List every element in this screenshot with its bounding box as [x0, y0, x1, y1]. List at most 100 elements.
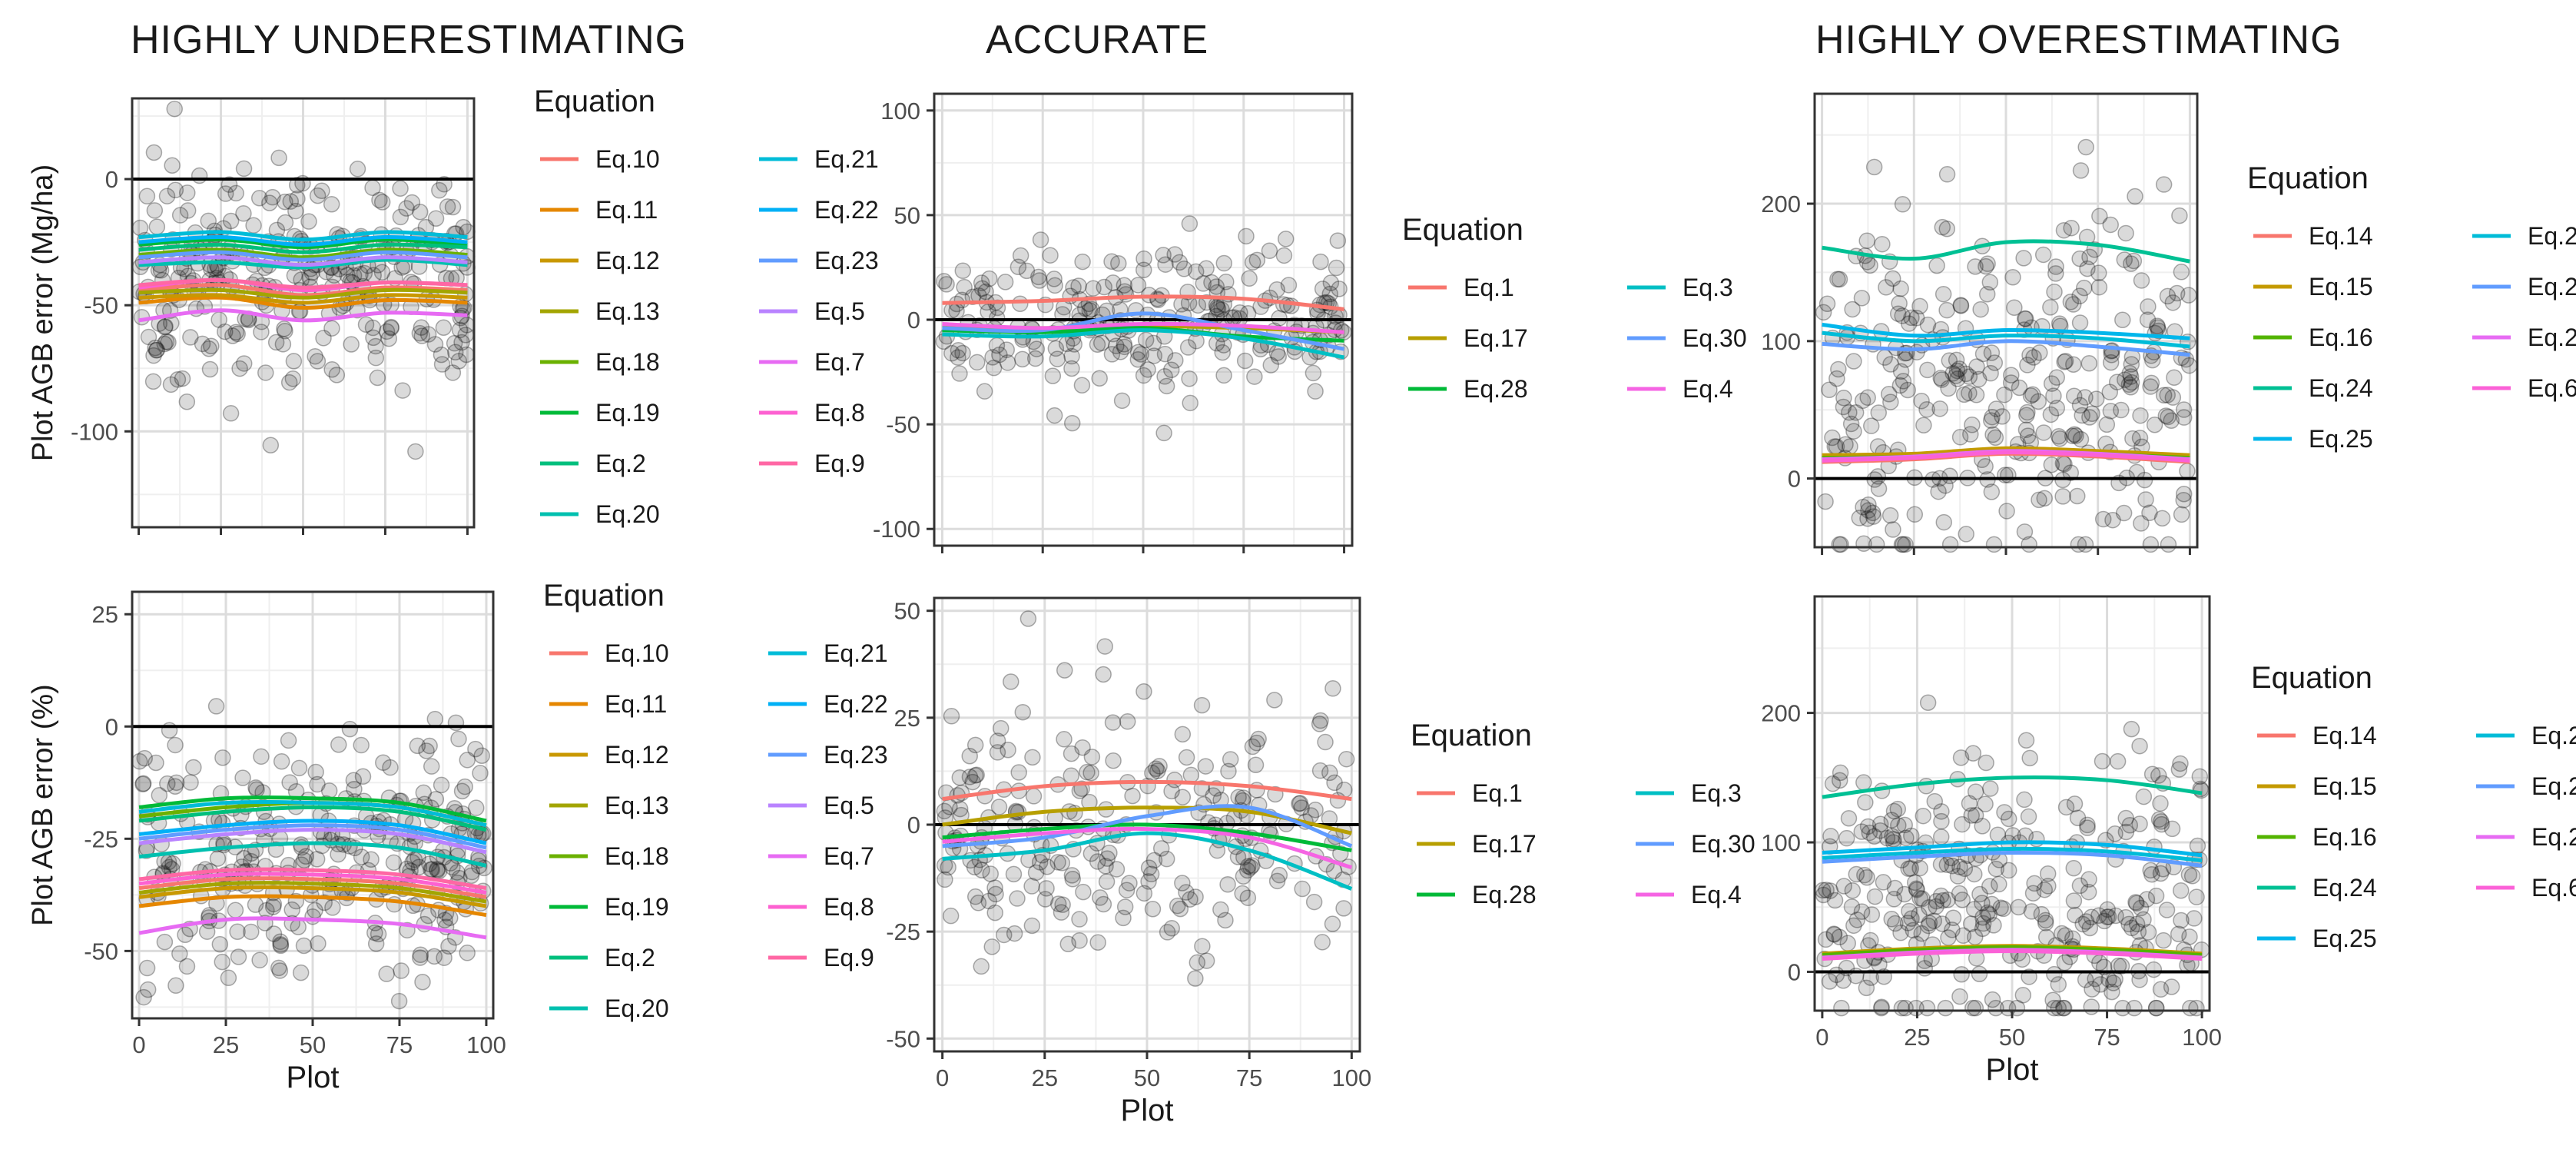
- scatter-point: [1853, 823, 1870, 840]
- scatter-point: [447, 714, 465, 732]
- scatter-point: [1862, 931, 1879, 949]
- scatter-point: [2076, 279, 2093, 297]
- scatter-point: [1095, 666, 1112, 683]
- scatter-point: [1848, 865, 1865, 883]
- scatter-point: [2031, 491, 2047, 509]
- scatter-point: [1063, 745, 1080, 762]
- y-tick-label: 0: [1788, 466, 1801, 493]
- scatter-point: [1247, 756, 1265, 774]
- scatter-point: [427, 210, 445, 227]
- scatter-point: [1983, 344, 2001, 361]
- scatter-point: [1843, 898, 1861, 915]
- scatter-point: [217, 185, 234, 202]
- scatter-point: [1902, 860, 1919, 877]
- scatter-point: [1985, 917, 2002, 934]
- scatter-point: [328, 367, 346, 384]
- scatter-point: [1833, 999, 1850, 1017]
- legend-label: Eq.22: [814, 196, 879, 224]
- scatter-point: [1158, 850, 1175, 868]
- scatter-point: [1096, 638, 1113, 655]
- scatter-point: [2147, 887, 2165, 905]
- scatter-point: [2104, 511, 2121, 529]
- scatter-point: [1967, 783, 1984, 800]
- scatter-point: [167, 778, 184, 795]
- scatter-point: [935, 273, 953, 290]
- y-tick-label: -50: [886, 1025, 920, 1052]
- scatter-point: [1023, 878, 1040, 895]
- scatter-point: [1118, 882, 1135, 898]
- scatter-point: [2172, 755, 2189, 772]
- scatter-point: [2180, 866, 2198, 883]
- scatter-point: [459, 945, 476, 961]
- scatter-point: [364, 319, 382, 337]
- scatter-point: [1964, 417, 1981, 433]
- scatter-point: [2050, 999, 2067, 1017]
- scatter-point: [235, 160, 253, 178]
- scatter-point: [2143, 765, 2161, 782]
- scatter-point: [2130, 923, 2147, 940]
- scatter-point: [1213, 301, 1230, 318]
- scatter-point: [1934, 285, 1952, 303]
- scatter-point: [2066, 795, 2084, 812]
- scatter-point: [2050, 976, 2067, 993]
- scatter-point: [2081, 409, 2098, 426]
- scatter-point: [1938, 221, 1956, 237]
- scatter-point: [1054, 306, 1071, 323]
- scatter-point: [2188, 999, 2205, 1017]
- series-line-eq30: [942, 804, 1353, 848]
- scatter-point: [1899, 381, 1916, 399]
- scatter-point: [2124, 430, 2141, 447]
- scatter-point: [1970, 370, 1988, 388]
- scatter-point: [1145, 347, 1163, 364]
- scatter-point: [2054, 999, 2072, 1017]
- scatter-point: [1145, 852, 1163, 869]
- scatter-point: [2098, 416, 2116, 433]
- scatter-point: [2140, 924, 2157, 941]
- scatter-point: [2081, 248, 2098, 266]
- scatter-point: [1178, 884, 1195, 901]
- scatter-point: [2055, 221, 2073, 239]
- scatter-point: [1036, 891, 1054, 908]
- scatter-point: [1152, 840, 1170, 857]
- scatter-point: [2150, 811, 2168, 828]
- scatter-point: [2173, 912, 2190, 929]
- scatter-point: [349, 161, 366, 178]
- scatter-point: [1859, 818, 1877, 835]
- scatter-point: [413, 319, 430, 336]
- scatter-point: [2132, 899, 2150, 917]
- scatter-point: [453, 782, 471, 800]
- legend-label: Eq.15: [2312, 772, 2377, 800]
- scatter-point: [243, 923, 260, 941]
- scatter-point: [942, 907, 960, 925]
- scatter-point: [1024, 749, 1041, 766]
- scatter-point: [1964, 745, 1982, 762]
- scatter-point: [1948, 362, 1966, 380]
- legend-label: Eq.8: [824, 893, 874, 921]
- scatter-point: [1878, 279, 1895, 296]
- scatter-point: [414, 973, 431, 991]
- scatter-point: [1145, 334, 1162, 352]
- series-line-eq6: [1822, 450, 2190, 463]
- scatter-point: [1335, 900, 1352, 917]
- legend-label: Eq.8: [814, 399, 865, 427]
- scatter-point: [1913, 925, 1931, 942]
- scatter-point: [264, 898, 282, 915]
- scatter-point: [1187, 263, 1205, 281]
- scatter-point: [253, 324, 270, 340]
- scatter-point: [1824, 429, 1841, 447]
- y-axis-label: Plot AGB error (Mg/ha): [27, 164, 59, 461]
- scatter-point: [2062, 464, 2080, 481]
- x-tick-label: 0: [1815, 1024, 1828, 1051]
- scatter-point: [2168, 284, 2186, 302]
- x-tick-label: 50: [1999, 1024, 2025, 1051]
- scatter-point: [2189, 837, 2206, 855]
- scatter-point: [373, 264, 391, 281]
- x-tick-label: 75: [386, 1031, 413, 1058]
- series-line-eq11: [138, 894, 487, 918]
- scatter-point: [250, 189, 268, 207]
- scatter-point: [406, 851, 423, 868]
- scatter-point: [1049, 350, 1066, 367]
- x-tick-label: 100: [1331, 1064, 1371, 1091]
- scatter-point: [1979, 255, 1996, 272]
